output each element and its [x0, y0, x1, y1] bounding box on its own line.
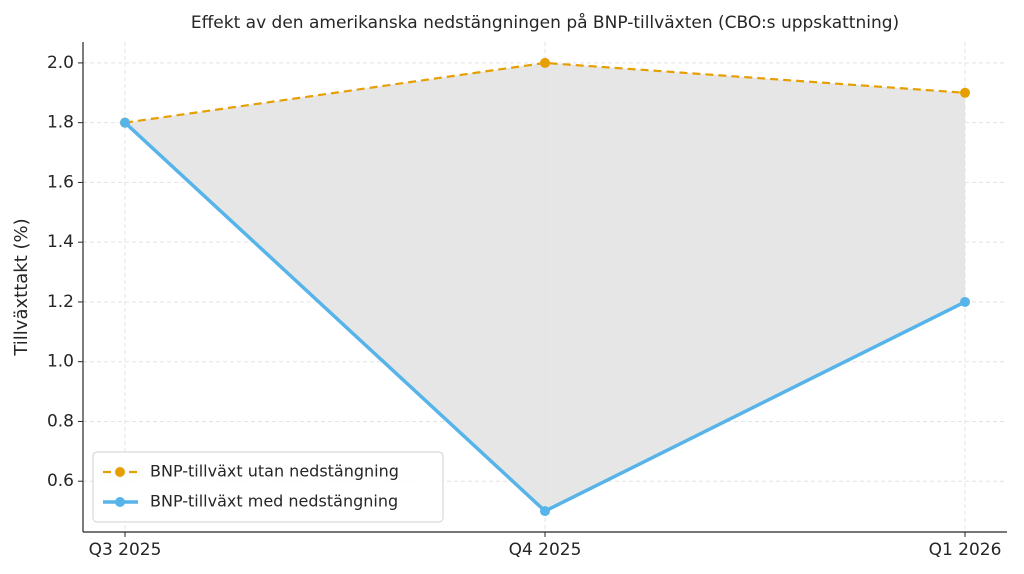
y-tick-label: 1.8	[47, 113, 74, 133]
x-tick-label: Q4 2025	[509, 540, 582, 560]
y-tick-label: 1.2	[47, 292, 74, 312]
data-point	[540, 57, 550, 68]
y-tick-label: 2.0	[47, 53, 74, 73]
data-point	[120, 117, 130, 128]
data-point	[960, 87, 970, 98]
legend-marker	[115, 467, 125, 477]
y-tick-label: 1.6	[47, 172, 74, 192]
y-tick-label: 1.0	[47, 352, 74, 372]
legend: BNP-tillväxt utan nedstängning BNP-tillvä…	[92, 451, 444, 523]
y-axis-label: Tillväxttakt (%)	[11, 218, 32, 356]
legend-label: BNP-tillväxt med nedstängning	[150, 492, 398, 511]
data-point	[960, 296, 970, 307]
legend-box	[92, 451, 444, 523]
data-point	[540, 506, 550, 517]
y-tick-label: 1.4	[47, 232, 74, 252]
y-tick-label: 0.8	[47, 411, 74, 431]
chart-title: Effekt av den amerikanska nedstängningen…	[191, 12, 899, 33]
x-tick-label: Q1 2026	[929, 540, 1002, 560]
series-line	[124, 61, 966, 124]
x-tick-label: Q3 2025	[89, 540, 162, 560]
legend-label: BNP-tillväxt utan nedstängning	[150, 462, 399, 481]
legend-marker	[115, 497, 125, 507]
y-tick-label: 0.6	[47, 471, 74, 491]
